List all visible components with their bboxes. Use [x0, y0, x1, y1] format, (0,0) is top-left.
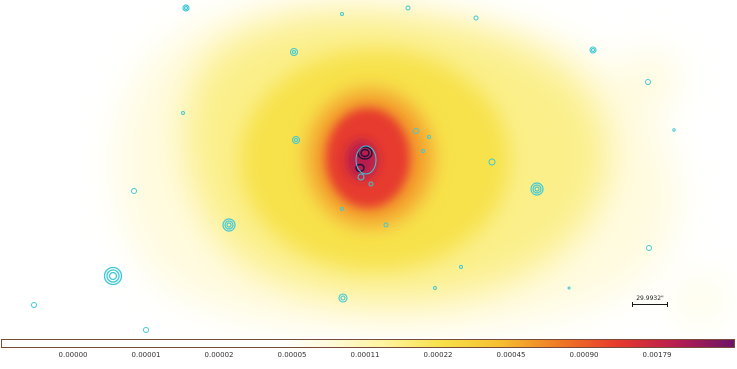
source-contour [103, 266, 123, 286]
point-source-contours[interactable] [31, 4, 676, 333]
core-cyan-contours [355, 128, 431, 187]
scale-bar-tick-left [632, 302, 633, 307]
image-frame[interactable]: 29.9932" [0, 0, 737, 337]
cluster-image-canvas[interactable] [0, 0, 737, 337]
source-contour [383, 222, 389, 228]
source-contour [567, 286, 571, 290]
source-contour [222, 218, 236, 232]
colorbar-labels: 0.00000 0.00001 0.00002 0.00005 0.00011 … [0, 351, 737, 363]
source-contour [182, 4, 190, 12]
colorbar-tick-label: 0.00002 [204, 351, 234, 359]
source-contour [459, 265, 463, 269]
source-contour [131, 188, 137, 194]
scale-bar-tick-right [667, 302, 668, 307]
source-contour [473, 15, 479, 21]
colorbar-tick-label: 0.00000 [58, 351, 88, 359]
scale-bar: 29.9932" [630, 295, 670, 311]
scale-bar-line [632, 304, 668, 305]
source-contour [405, 5, 411, 11]
source-contour [181, 111, 185, 115]
source-contour [289, 47, 299, 57]
source-contour [589, 46, 597, 54]
source-contour [338, 293, 348, 303]
source-contour [31, 302, 37, 308]
source-contour [646, 245, 652, 251]
cluster-core-peak [346, 140, 378, 180]
colorbar-tick-label: 0.00090 [569, 351, 599, 359]
source-contour [340, 207, 344, 211]
source-contour [672, 128, 676, 132]
source-contour [433, 286, 437, 290]
colorbar-tick-label: 0.00179 [642, 351, 672, 359]
colorbar-tick-label: 0.00045 [496, 351, 526, 359]
source-contour [530, 182, 544, 196]
colorbar[interactable]: 0.00000 0.00001 0.00002 0.00005 0.00011 … [0, 339, 737, 369]
colorbar-tick-label: 0.00001 [131, 351, 161, 359]
source-contour [645, 79, 651, 85]
source-contour [488, 158, 496, 166]
scale-bar-label: 29.9932" [636, 295, 664, 302]
source-contour [143, 327, 149, 333]
colorbar-tick-label: 0.00022 [423, 351, 453, 359]
colorbar-tick-label: 0.00005 [277, 351, 307, 359]
colorbar-tick-label: 0.00011 [350, 351, 380, 359]
source-contour [340, 12, 344, 16]
source-contour [291, 135, 301, 145]
colorbar-strip[interactable] [1, 339, 735, 348]
